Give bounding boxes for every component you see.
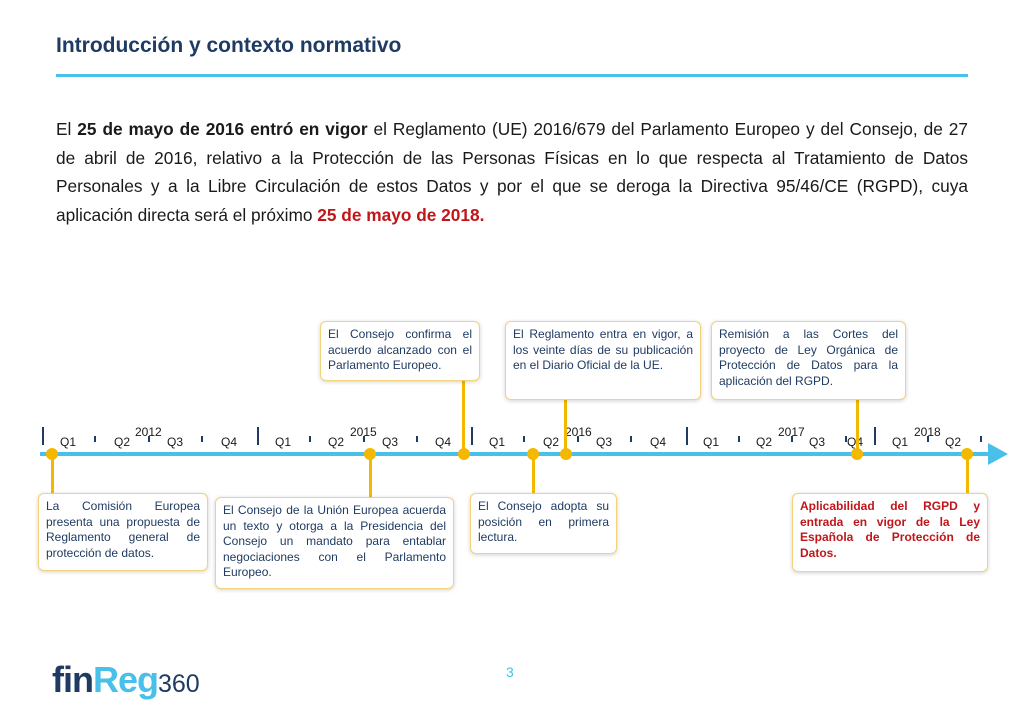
- intro-bold-date: 25 de mayo de 2016 entró en vigor: [77, 119, 368, 139]
- timeline-axis: [40, 452, 992, 456]
- year-label-2017: 2017: [778, 425, 805, 439]
- event-connector: [369, 455, 372, 498]
- quarter-tick: [94, 436, 96, 442]
- quarter-label: Q1: [489, 435, 506, 449]
- event-connector: [462, 380, 465, 455]
- timeline-marker: [851, 448, 863, 460]
- intro-text-body: el Reglamento (UE) 2016/679 del Parlamen…: [56, 119, 969, 225]
- event-connector: [856, 399, 859, 455]
- quarter-label: Q2: [945, 435, 962, 449]
- page-number: 3: [506, 664, 514, 680]
- quarter-label: Q2: [114, 435, 131, 449]
- quarter-tick: [577, 436, 579, 442]
- event-card-cortes-submission: Remisión a las Cortes del proyecto de Le…: [711, 321, 906, 400]
- event-card-rgpd-applicability: Aplicabilidad del RGPD y entrada en vigo…: [792, 493, 988, 572]
- quarter-tick: [791, 436, 793, 442]
- intro-paragraph: El 25 de mayo de 2016 entró en vigor el …: [56, 115, 968, 229]
- quarter-label: Q4: [221, 435, 238, 449]
- quarter-label: Q4: [435, 435, 452, 449]
- quarter-label: Q1: [60, 435, 77, 449]
- year-separator: [874, 427, 876, 445]
- quarter-label: Q4: [847, 435, 864, 449]
- quarter-label: Q2: [328, 435, 345, 449]
- logo-part-360: 360: [158, 670, 200, 698]
- quarter-tick: [416, 436, 418, 442]
- year-separator: [42, 427, 44, 445]
- event-connector: [532, 455, 535, 493]
- logo-part-reg: Reg: [92, 659, 159, 700]
- event-connector: [966, 455, 969, 493]
- quarter-tick: [845, 436, 847, 442]
- quarter-tick: [738, 436, 740, 442]
- year-separator: [471, 427, 473, 445]
- event-card-council-mandate: El Consejo de la Unión Europea acuerda u…: [215, 497, 454, 589]
- timeline-marker: [560, 448, 572, 460]
- quarter-tick: [201, 436, 203, 442]
- page-title: Introducción y contexto normativo: [56, 34, 402, 57]
- timeline-marker: [458, 448, 470, 460]
- quarter-label: Q3: [382, 435, 399, 449]
- quarter-label: Q4: [650, 435, 667, 449]
- quarter-label: Q3: [809, 435, 826, 449]
- finreg360-logo: finReg360: [52, 659, 200, 701]
- timeline-marker: [364, 448, 376, 460]
- year-label-2016: 2016: [565, 425, 592, 439]
- timeline-marker: [527, 448, 539, 460]
- year-separator: [686, 427, 688, 445]
- quarter-tick: [309, 436, 311, 442]
- quarter-tick: [630, 436, 632, 442]
- quarter-label: Q1: [892, 435, 909, 449]
- quarter-tick: [148, 436, 150, 442]
- quarter-label: Q1: [275, 435, 292, 449]
- quarter-label: Q3: [167, 435, 184, 449]
- logo-part-fin: fin: [52, 659, 94, 700]
- year-label-2018: 2018: [914, 425, 941, 439]
- timeline-arrow-icon: [988, 443, 1008, 465]
- event-connector: [564, 399, 567, 455]
- event-connector: [51, 455, 54, 493]
- quarter-tick: [523, 436, 525, 442]
- quarter-tick: [363, 436, 365, 442]
- year-separator: [257, 427, 259, 445]
- title-underline: [56, 74, 968, 77]
- event-card-regulation-in-force: El Reglamento entra en vigor, a los vein…: [505, 321, 701, 400]
- quarter-label: Q3: [596, 435, 613, 449]
- quarter-tick: [927, 436, 929, 442]
- year-label-2012: 2012: [135, 425, 162, 439]
- timeline-marker: [46, 448, 58, 460]
- quarter-tick: [980, 436, 982, 442]
- quarter-label: Q2: [756, 435, 773, 449]
- event-card-commission-proposal: La Comisión Europea presenta una propues…: [38, 493, 208, 571]
- quarter-label: Q2: [543, 435, 560, 449]
- timeline-marker: [961, 448, 973, 460]
- event-card-council-confirms: El Consejo confirma el acuerdo alcanzado…: [320, 321, 480, 381]
- year-label-2015: 2015: [350, 425, 377, 439]
- event-card-council-first-reading: El Consejo adopta su posición en primera…: [470, 493, 617, 554]
- intro-text-start: El: [56, 119, 78, 139]
- quarter-label: Q1: [703, 435, 720, 449]
- intro-application-date: 25 de mayo de 2018.: [317, 204, 485, 225]
